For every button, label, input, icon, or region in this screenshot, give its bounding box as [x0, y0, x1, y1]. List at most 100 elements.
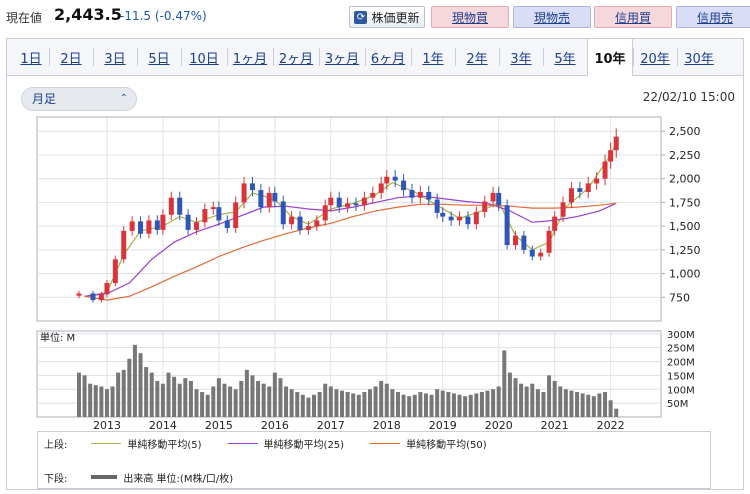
volume-bar [76, 372, 81, 417]
ma50-line-swatch [370, 442, 401, 444]
volume-bar [558, 386, 563, 417]
tab-10[interactable]: 2年 [466, 51, 488, 67]
candle-body [378, 183, 384, 193]
tab-9[interactable]: 1年 [422, 51, 444, 67]
volume-bar [373, 386, 378, 417]
candle-body [233, 202, 239, 229]
legend-ma50: 単純移動平均(50) [364, 436, 487, 451]
tab-12[interactable]: 5年 [554, 51, 576, 67]
volume-bar [563, 389, 568, 417]
volume-bar [200, 392, 205, 417]
tab-separator [633, 48, 634, 66]
volume-bar [166, 372, 171, 417]
tab-3[interactable]: 5日 [148, 51, 170, 67]
volume-bar [457, 394, 462, 417]
tab-1[interactable]: 2日 [60, 51, 82, 67]
tab-5[interactable]: 1ヶ月 [232, 51, 268, 67]
volume-bar [104, 389, 109, 417]
x-tick-label: 2016 [261, 419, 289, 429]
margin-sell-button[interactable]: 信用売 [676, 6, 750, 28]
candle-body [305, 226, 311, 230]
tab-separator [543, 48, 544, 66]
tab-separator [455, 48, 456, 66]
volume-bar [300, 394, 305, 417]
candle-body [426, 191, 432, 200]
volume-bar [216, 378, 221, 417]
tab-0[interactable]: 1日 [20, 51, 42, 67]
candle-body [202, 209, 208, 223]
volume-bar [603, 392, 608, 417]
volume-bar [121, 369, 126, 417]
volume-bar [149, 372, 154, 417]
tab-7[interactable]: 3ヶ月 [324, 51, 360, 67]
tab-2[interactable]: 3日 [104, 51, 126, 67]
volume-bar [177, 383, 182, 417]
candle-body [409, 190, 415, 198]
tab-13[interactable]: 10年 [587, 39, 633, 76]
tab-8[interactable]: 6ヶ月 [370, 51, 406, 67]
timestamp: 22/02/10 15:00 [642, 90, 735, 104]
margin-buy-button[interactable]: 信用買 [594, 6, 672, 28]
volume-bar [127, 358, 132, 417]
candle-body [585, 183, 591, 192]
tab-separator [499, 48, 500, 66]
price-tick-label: 2,500 [669, 125, 701, 138]
candle-body [210, 207, 216, 210]
refresh-icon: ⟳ [354, 10, 368, 24]
volume-bar [552, 380, 557, 417]
candle-body [129, 221, 135, 231]
candle-body [185, 214, 191, 230]
candle-body [76, 293, 82, 296]
tab-11[interactable]: 3年 [510, 51, 532, 67]
chart-panel: 1日 2日 3日 5日 10日 1ヶ月 2ヶ月 3ヶ月 6ヶ月 1年 2年 3年 5年 10年 20年 30年… [6, 38, 744, 490]
volume-bar [138, 353, 143, 417]
volume-bar [228, 386, 233, 417]
candle-body [249, 183, 255, 191]
volume-bar [250, 375, 255, 417]
cash-buy-button[interactable]: 現物買 [431, 6, 509, 28]
volume-bar [172, 376, 177, 417]
candle-body [266, 192, 272, 208]
x-tick-label: 2013 [93, 419, 121, 429]
legend-ma25-label: 単純移動平均(25) [263, 439, 345, 451]
candle-body [353, 203, 359, 206]
refresh-price-button[interactable]: ⟳ 株価更新 [349, 6, 425, 28]
x-tick-label: 2021 [541, 419, 569, 429]
candle-body [560, 202, 566, 217]
volume-unit-label: 単位: M [40, 331, 75, 344]
volume-bar [491, 389, 496, 417]
volume-tick-label: 250M [667, 344, 695, 355]
current-price-value: 2,443.5 [54, 5, 122, 24]
volume-bar [524, 386, 529, 417]
volume-bar [334, 389, 339, 417]
price-plot-frame [36, 116, 662, 322]
volume-bar [244, 369, 249, 417]
candle-body [538, 252, 544, 257]
volume-bar [575, 392, 580, 417]
volume-bar [323, 383, 328, 417]
legend-ma5-label: 単純移動平均(5) [127, 439, 202, 451]
tab-15[interactable]: 30年 [684, 51, 714, 67]
tab-separator [181, 48, 182, 66]
legend-upper-row: 上段: 単純移動平均(5) 単純移動平均(25) 単純移動平均(50) [44, 436, 507, 451]
volume-bar [479, 392, 484, 417]
volume-bar [345, 392, 350, 417]
candle-body [370, 192, 376, 198]
x-tick-label: 2019 [429, 419, 457, 429]
cash-sell-button[interactable]: 現物売 [513, 6, 591, 28]
volume-bar [328, 386, 333, 417]
candle-body [602, 161, 608, 179]
tab-separator [93, 48, 94, 66]
volume-bar [395, 392, 400, 417]
volume-bar [407, 396, 412, 417]
volume-bar [468, 394, 473, 417]
volume-tick-label: 100M [667, 385, 695, 396]
tab-4[interactable]: 10日 [189, 51, 219, 67]
tab-6[interactable]: 2ヶ月 [278, 51, 314, 67]
tab-14[interactable]: 20年 [640, 51, 670, 67]
tab-separator [273, 48, 274, 66]
volume-bar [284, 386, 289, 417]
volume-bar [272, 372, 277, 417]
volume-bar [132, 344, 137, 417]
candle-body [258, 190, 264, 208]
